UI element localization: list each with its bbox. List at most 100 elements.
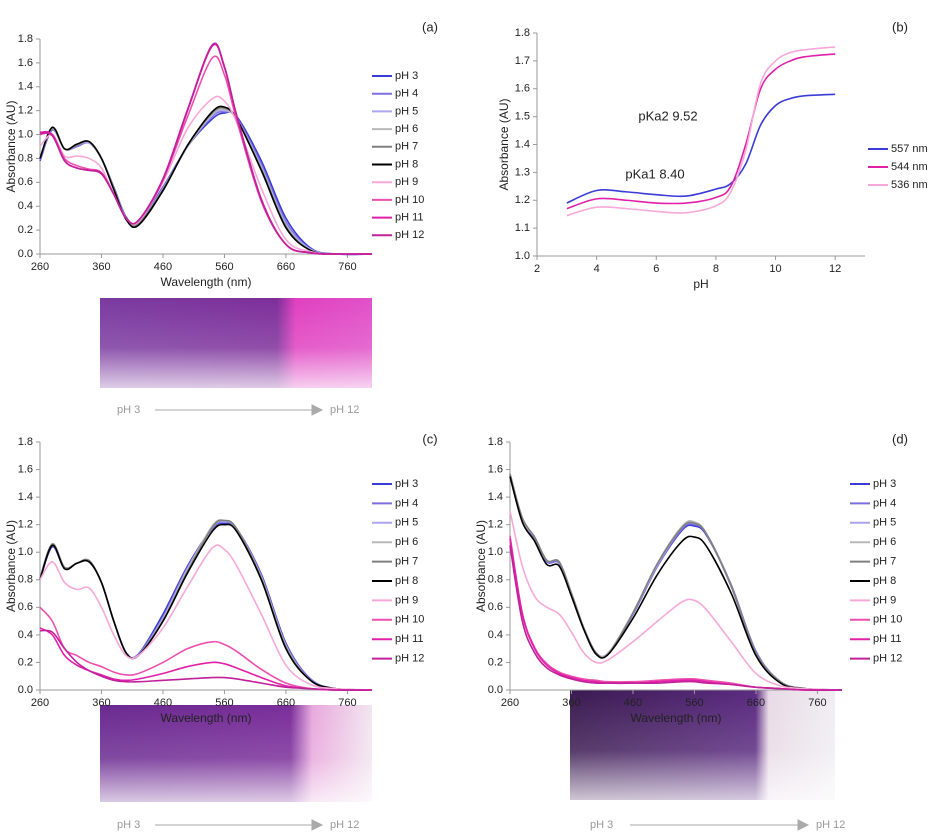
y-tick-label: 1.8 (515, 27, 530, 39)
x-axis-title: Wavelength (nm) (631, 711, 722, 725)
legend-label: pH 8 (395, 575, 418, 587)
series-line (509, 473, 843, 691)
legend-label: 544 nm (891, 161, 928, 173)
x-tick-label: 560 (215, 697, 233, 709)
y-tick-label: 0.4 (18, 629, 33, 641)
legend-label: pH 10 (395, 194, 424, 206)
series-line (39, 108, 373, 256)
series-line (39, 606, 373, 691)
legend-label: pH 7 (395, 141, 418, 153)
y-tick-label: 1.8 (18, 33, 33, 45)
photo-a (100, 298, 372, 388)
x-tick-label: 660 (277, 261, 295, 273)
y-tick-label: 1.6 (515, 83, 530, 95)
series-line (39, 519, 373, 691)
legend-label: pH 3 (395, 478, 418, 490)
legend-label: pH 9 (395, 594, 418, 606)
y-tick-label: 1.2 (18, 105, 33, 117)
y-tick-label: 1.1 (515, 222, 530, 234)
y-tick-label: 1.4 (18, 81, 33, 93)
legend-label: pH 3 (873, 478, 896, 490)
series-line (39, 109, 373, 256)
legend-label: pH 4 (873, 497, 896, 509)
series-line (39, 43, 373, 255)
scale-start: pH 3 (117, 819, 140, 831)
legend-label: 557 nm (891, 143, 928, 155)
x-tick-label: 560 (685, 697, 703, 709)
series-line (39, 544, 373, 691)
legend-label: pH 5 (395, 517, 418, 529)
y-tick-label: 1.2 (18, 519, 33, 531)
y-tick-label: 1.7 (515, 55, 530, 67)
series-line (509, 473, 843, 691)
x-axis-title: Wavelength (nm) (161, 275, 252, 289)
legend-label: pH 12 (873, 653, 902, 665)
annotation: pKa2 9.52 (638, 108, 697, 123)
y-tick-label: 1.2 (488, 519, 503, 531)
x-tick-label: 460 (154, 697, 172, 709)
series-line (39, 520, 373, 691)
y-tick-label: 0.2 (18, 224, 33, 236)
panel-label: (c) (422, 431, 437, 446)
legend-label: pH 6 (873, 536, 896, 548)
x-tick-label: 460 (624, 697, 642, 709)
x-tick-label: 460 (154, 261, 172, 273)
series-line (39, 105, 373, 256)
x-tick-label: 4 (594, 263, 600, 275)
y-tick-label: 0.0 (488, 684, 503, 696)
legend-label: pH 12 (395, 653, 424, 665)
legend-label: pH 9 (873, 594, 896, 606)
legend-label: pH 3 (395, 70, 418, 82)
legend-label: pH 10 (395, 614, 424, 626)
scale-start: pH 3 (590, 819, 613, 831)
y-tick-label: 1.6 (18, 57, 33, 69)
series-line (39, 110, 373, 256)
y-tick-label: 1.0 (515, 250, 530, 262)
scale-end: pH 12 (330, 819, 359, 831)
series-line (39, 55, 373, 255)
series-line (39, 523, 373, 691)
y-axis-title: Absorbance (AU) (497, 98, 511, 190)
series-line (509, 476, 843, 691)
series-line (39, 519, 373, 691)
legend-label: pH 11 (873, 633, 902, 645)
y-tick-label: 1.8 (488, 436, 503, 448)
x-tick-label: 760 (808, 697, 826, 709)
y-axis-title: Absorbance (AU) (474, 520, 488, 612)
x-tick-label: 360 (92, 261, 110, 273)
series-line (39, 106, 373, 256)
x-tick-label: 10 (769, 263, 781, 275)
legend-label: pH 8 (395, 158, 418, 170)
legend-label: pH 6 (395, 536, 418, 548)
legend-label: pH 5 (873, 517, 896, 529)
legend-label: pH 12 (395, 229, 424, 241)
y-tick-label: 1.4 (488, 491, 503, 503)
series-line (566, 53, 836, 210)
scale-end: pH 12 (330, 404, 359, 416)
y-axis-title: Absorbance (AU) (4, 100, 18, 192)
legend-label: pH 5 (395, 105, 418, 117)
photo-d (570, 690, 835, 800)
x-tick-label: 12 (829, 263, 841, 275)
scale-start: pH 3 (117, 404, 140, 416)
legend-label: pH 4 (395, 88, 418, 100)
legend-label: pH 11 (395, 212, 424, 224)
legend-label: pH 11 (395, 633, 424, 645)
scale-arrows (155, 404, 810, 831)
x-tick-label: 760 (338, 697, 356, 709)
panel-label: (d) (892, 431, 908, 446)
y-tick-label: 1.0 (18, 128, 33, 140)
x-tick-label: 260 (501, 697, 519, 709)
scale-end: pH 12 (816, 819, 845, 831)
series-line (566, 46, 836, 217)
y-tick-label: 0.8 (488, 574, 503, 586)
y-tick-label: 0.2 (488, 656, 503, 668)
y-tick-label: 1.6 (18, 463, 33, 475)
y-tick-label: 1.6 (488, 463, 503, 475)
x-tick-label: 660 (277, 697, 295, 709)
x-axis-title: pH (693, 277, 708, 291)
legend-label: pH 4 (395, 497, 418, 509)
y-tick-label: 1.0 (488, 546, 503, 558)
y-tick-label: 1.4 (18, 491, 33, 503)
